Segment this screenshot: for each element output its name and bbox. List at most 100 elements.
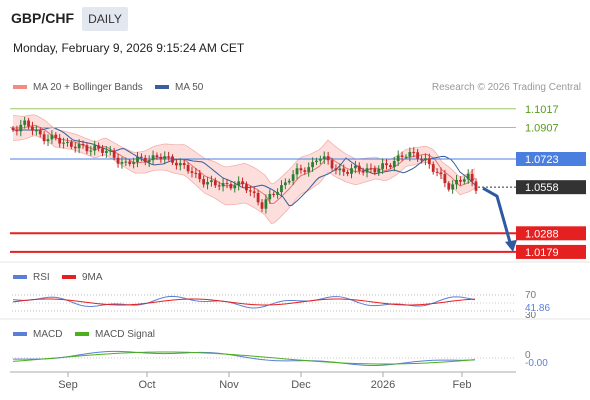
candle-body <box>408 151 412 157</box>
candle-body <box>108 150 112 152</box>
candle-body <box>353 165 357 169</box>
candle-body <box>34 130 38 132</box>
level-tag-support <box>516 226 586 241</box>
candle-body <box>459 179 462 182</box>
candle-body <box>213 180 217 186</box>
candle-body <box>280 185 283 193</box>
candle-body <box>89 150 93 152</box>
candle-body <box>233 185 237 189</box>
candle-body <box>338 168 342 171</box>
level-label-pivot: 1.0723 <box>525 154 559 166</box>
candle-body <box>175 162 178 166</box>
candle-body <box>474 181 478 191</box>
candle-body <box>46 139 50 142</box>
candle-body <box>27 120 30 127</box>
candle-body <box>307 167 311 172</box>
x-tick-label: 2026 <box>371 379 395 391</box>
candle-body <box>178 163 182 166</box>
macd-legend-swatch <box>13 332 27 336</box>
candle-body <box>420 158 423 161</box>
candle-body <box>210 180 213 183</box>
macd-lines <box>12 350 476 366</box>
forecast-arrow-head <box>505 239 517 252</box>
level-label-resistance: 1.1017 <box>525 104 559 116</box>
credit-text: Research © 2026 Trading Central <box>432 82 581 93</box>
candle-body <box>85 145 89 152</box>
candle-body <box>299 168 303 171</box>
ma50-legend-swatch <box>155 85 169 89</box>
candle-body <box>416 152 420 159</box>
candle-body <box>451 184 455 190</box>
candle-body <box>31 126 34 131</box>
bb-legend-swatch <box>13 85 27 89</box>
candle-body <box>334 168 338 171</box>
candle-body <box>268 193 272 200</box>
rsi-line <box>12 295 476 309</box>
candle-body <box>392 161 396 168</box>
candle-body <box>276 192 279 195</box>
candle-body <box>431 164 435 172</box>
candle-body <box>295 168 299 175</box>
candle-body <box>104 151 108 153</box>
candle-body <box>283 182 287 186</box>
candle-body <box>330 160 334 169</box>
candle-body <box>369 168 373 170</box>
rsi-lines <box>12 295 476 309</box>
candle-body <box>124 161 128 163</box>
macd-last-value: -0.00 <box>525 358 548 369</box>
timeframe-badge[interactable]: DAILY <box>82 7 128 31</box>
bollinger-lower <box>12 135 476 224</box>
level-label-resistance: 1.0907 <box>525 123 559 135</box>
candle-body <box>163 156 167 160</box>
candle-body <box>400 155 404 157</box>
level-label-support: 1.0179 <box>525 247 559 259</box>
candle-body <box>136 156 139 163</box>
rsi-tick-70: 70 <box>525 290 537 301</box>
candle-body <box>120 162 124 164</box>
candle-body <box>350 168 353 174</box>
candle-body <box>260 202 264 209</box>
candle-body <box>155 155 159 157</box>
candle-body <box>248 190 252 192</box>
candle-body <box>365 168 369 173</box>
rsi-legend-swatch <box>13 275 27 279</box>
rsi-value-bg <box>522 301 556 312</box>
candle-body <box>93 145 97 151</box>
candle-body <box>159 156 163 160</box>
candle-body <box>38 130 42 135</box>
candle-body <box>245 184 248 191</box>
symbol-title: GBP/CHF <box>11 10 74 26</box>
candle-body <box>190 171 194 173</box>
candle-body <box>357 165 361 171</box>
x-tick-label: Sep <box>58 379 78 391</box>
candle-body <box>252 191 256 193</box>
candle-body <box>322 156 326 160</box>
rsi-last-value: 41.86 <box>525 303 550 314</box>
candle-body <box>241 181 244 185</box>
candle-body <box>23 120 27 125</box>
candle-body <box>455 179 458 185</box>
macd-signal-legend-label: MACD Signal <box>95 329 155 340</box>
candle-body <box>50 134 54 140</box>
rsi-ma-legend-label: 9MA <box>82 272 103 283</box>
candle-body <box>315 160 318 163</box>
candle-body <box>439 172 443 175</box>
candle-body <box>11 128 15 130</box>
candle-body <box>77 144 81 149</box>
candle-body <box>470 173 474 182</box>
candle-body <box>435 171 439 173</box>
candle-body <box>373 168 377 173</box>
candles <box>11 116 478 214</box>
candle-body <box>342 168 346 172</box>
macd-signal-line <box>12 351 476 365</box>
candle-body <box>167 156 171 158</box>
candle-body <box>311 162 314 168</box>
candle-body <box>443 174 447 184</box>
candle-body <box>58 137 62 144</box>
candle-body <box>182 163 186 166</box>
candle-body <box>264 199 268 209</box>
candle-body <box>256 192 260 203</box>
x-tick-label: Nov <box>219 379 239 391</box>
candle-body <box>225 183 229 185</box>
candle-body <box>171 156 174 163</box>
